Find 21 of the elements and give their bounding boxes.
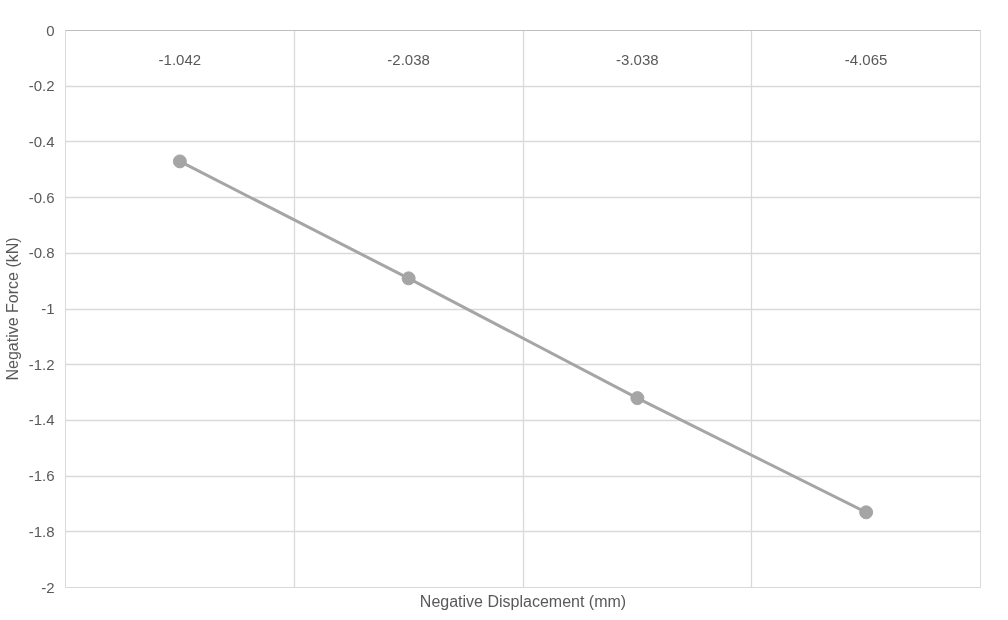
x-tick-label: -1.042 bbox=[158, 50, 202, 68]
point bbox=[859, 505, 874, 520]
point bbox=[172, 154, 187, 169]
point bbox=[630, 391, 645, 406]
y-tick-label: -1.4 bbox=[28, 411, 55, 429]
x-tick-label: -4.065 bbox=[844, 50, 888, 68]
y-tick-label: 0 bbox=[46, 21, 55, 39]
point bbox=[401, 271, 416, 286]
y-tick-label: -0.6 bbox=[28, 188, 55, 206]
y-tick-label: -0.2 bbox=[28, 77, 55, 95]
y-tick-label: -1.8 bbox=[28, 522, 55, 540]
y-tick-label: -1 bbox=[41, 300, 55, 317]
x-tick-label: -2.038 bbox=[387, 50, 430, 68]
y-tick-label: -2 bbox=[41, 578, 55, 596]
x-axis-title: Negative Displacement (mm) bbox=[419, 592, 627, 610]
y-tick-label: -1.6 bbox=[28, 467, 55, 485]
x-tick-label: -3.038 bbox=[616, 50, 659, 68]
y-axis-title: Negative Force (kN) bbox=[3, 237, 21, 381]
y-tick-label: -1.2 bbox=[28, 355, 55, 373]
y-tick-label: -0.8 bbox=[28, 244, 55, 262]
y-tick-label: -0.4 bbox=[28, 132, 55, 150]
